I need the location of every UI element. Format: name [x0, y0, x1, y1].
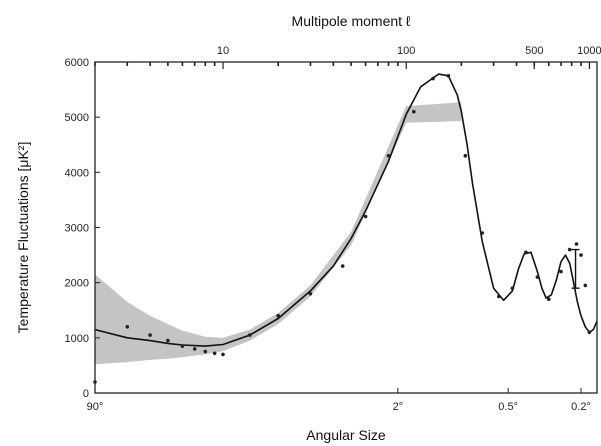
y-tick-label: 1000 — [65, 333, 89, 345]
data-point — [559, 269, 563, 274]
data-point — [192, 347, 197, 351]
y-axis-ticks: 0 1000 2000 3000 4000 5000 6000 — [65, 57, 100, 400]
data-point — [203, 349, 208, 354]
data-point — [148, 333, 152, 337]
data-point — [363, 214, 368, 219]
y-axis-title: Temperature Fluctuations [μK²] — [15, 142, 31, 334]
data-point — [180, 344, 185, 348]
y-tick-label: 3000 — [65, 223, 89, 235]
x-bottom-tick-label: 0.5° — [498, 401, 518, 413]
variance-band-area — [95, 102, 462, 365]
x-top-tick-label: 10 — [217, 45, 229, 57]
x-top-tick-label: 100 — [397, 45, 415, 57]
data-point — [480, 231, 485, 235]
data-point — [524, 250, 528, 255]
data-point — [248, 333, 252, 337]
data-point — [535, 275, 540, 279]
y-tick-label: 2000 — [65, 278, 89, 290]
data-point — [431, 76, 435, 81]
x-top-tick-label: 500 — [525, 45, 543, 57]
data-point — [579, 253, 583, 257]
data-point — [308, 291, 313, 296]
model-curve — [94, 73, 598, 347]
data-point — [587, 330, 592, 335]
x-bottom-tick-label: 2° — [393, 401, 404, 413]
data-point — [221, 352, 225, 357]
data-point — [463, 154, 468, 158]
data-point — [386, 154, 391, 158]
data-point — [340, 264, 345, 268]
data-point — [497, 294, 501, 299]
data-point — [567, 247, 572, 252]
data-point — [547, 297, 551, 302]
data-points-layer — [93, 74, 592, 384]
x-bottom-tick-label: 90° — [87, 401, 104, 413]
x-top-tick-label: 1000 — [577, 45, 601, 57]
model-curve-layer — [94, 73, 598, 347]
cosmic-variance-band — [95, 102, 462, 365]
x-axis-top-ticks: 10 100 500 1000 — [94, 45, 601, 69]
data-point — [166, 338, 170, 343]
y-tick-label: 5000 — [65, 112, 89, 124]
y-tick-label: 4000 — [65, 167, 89, 179]
data-point — [510, 286, 515, 291]
data-point — [446, 74, 451, 78]
y-tick-label: 0 — [83, 388, 89, 400]
x2-axis-title: Multipole moment ℓ — [292, 13, 411, 29]
data-point — [574, 242, 579, 246]
data-point — [276, 314, 281, 318]
data-point — [125, 325, 130, 329]
data-point — [583, 283, 588, 288]
x-axis-title: Angular Size — [306, 427, 386, 443]
x-axis-bottom-ticks: 90° 2° 0.5° 0.2° — [87, 388, 591, 413]
data-point — [412, 109, 416, 114]
y-tick-label: 6000 — [65, 57, 89, 69]
x-bottom-tick-label: 0.2° — [571, 401, 591, 413]
data-point — [212, 351, 217, 356]
